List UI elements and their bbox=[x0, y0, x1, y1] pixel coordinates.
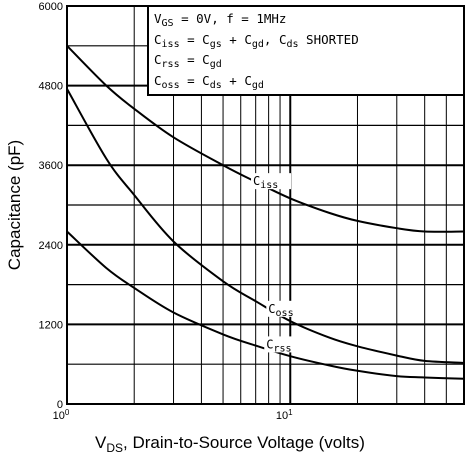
legend-box bbox=[147, 5, 465, 96]
x-tick-label: 100 bbox=[53, 408, 70, 422]
x-axis-title: VDS, Drain-to-Source Voltage (volts) bbox=[95, 433, 365, 455]
curve-labels: Ciss Coss Crss bbox=[251, 173, 307, 354]
y-tick-label: 1200 bbox=[39, 319, 63, 331]
y-tick-label: 0 bbox=[57, 399, 63, 411]
curve-label-rss: Crss bbox=[266, 337, 291, 354]
y-axis-title: Capacitance (pF) bbox=[5, 140, 24, 270]
curve-label-bg bbox=[266, 300, 307, 317]
y-tick-label: 6000 bbox=[39, 1, 63, 13]
curve-label-oss: Coss bbox=[268, 302, 293, 319]
y-tick-labels: 0 1200 2400 3600 4800 6000 bbox=[39, 1, 63, 411]
x-tick-labels: 100 101 bbox=[53, 408, 294, 422]
curve-label-bg bbox=[264, 336, 305, 353]
curve-label-iss: Ciss bbox=[253, 174, 278, 191]
y-tick-label: 2400 bbox=[39, 240, 63, 252]
curve-label-bg bbox=[251, 173, 292, 190]
y-tick-label: 4800 bbox=[39, 81, 63, 93]
legend-line-3: Crss = Cgd bbox=[154, 52, 222, 70]
legend-line-4: Coss = Cds + Cgd bbox=[154, 73, 264, 91]
legend-line-2: Ciss = Cgs + Cgd, Cds SHORTED bbox=[154, 32, 359, 50]
y-tick-label: 3600 bbox=[39, 160, 63, 172]
x-tick-label: 101 bbox=[276, 408, 293, 422]
legend-line-1: VGS = 0V, f = 1MHz bbox=[154, 11, 286, 29]
curve-c-iss bbox=[66, 45, 465, 233]
curve-c-oss bbox=[66, 88, 465, 364]
